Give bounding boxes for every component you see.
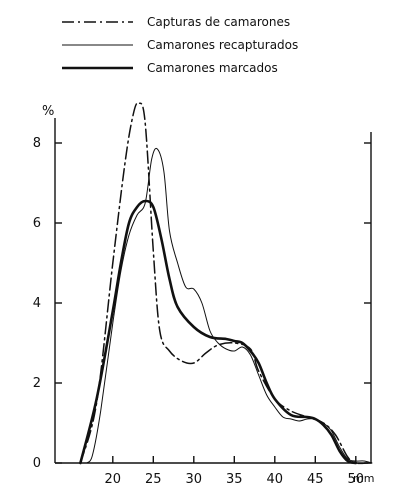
- x-ticks: 20 25 30 35 40 45 50: [105, 456, 365, 487]
- x-tick-label: 30: [186, 472, 203, 487]
- y-tick-label: 2: [33, 376, 41, 391]
- legend-label-1: Capturas de camarones: [147, 15, 290, 29]
- x-tick-label: 35: [226, 472, 243, 487]
- y-unit-label: %: [42, 104, 54, 119]
- plot-lines: [79, 102, 373, 465]
- legend: Capturas de camarones Camarones recaptura…: [62, 15, 298, 75]
- x-unit-label: mm: [353, 472, 374, 485]
- y-tick-label: 8: [33, 136, 41, 151]
- y-tick-label: 6: [33, 216, 41, 231]
- series-line-1: [79, 102, 369, 465]
- y-tick-label: 4: [33, 296, 41, 311]
- x-tick-label: 50: [348, 472, 365, 487]
- x-tick-label: 40: [267, 472, 284, 487]
- y-tick-label: 0: [33, 456, 41, 471]
- legend-label-3: Camarones marcados: [147, 61, 278, 75]
- x-tick-label: 25: [145, 472, 162, 487]
- x-tick-label: 20: [105, 472, 122, 487]
- legend-label-2: Camarones recapturados: [147, 38, 298, 52]
- series-line-3: [79, 199, 358, 465]
- y-ticks: 0 2 4 6 8: [33, 136, 371, 471]
- series-line-2: [86, 147, 373, 464]
- x-tick-label: 45: [307, 472, 324, 487]
- axes: 20 25 30 35 40 45 50 0 2 4 6 8 mm %: [33, 104, 375, 487]
